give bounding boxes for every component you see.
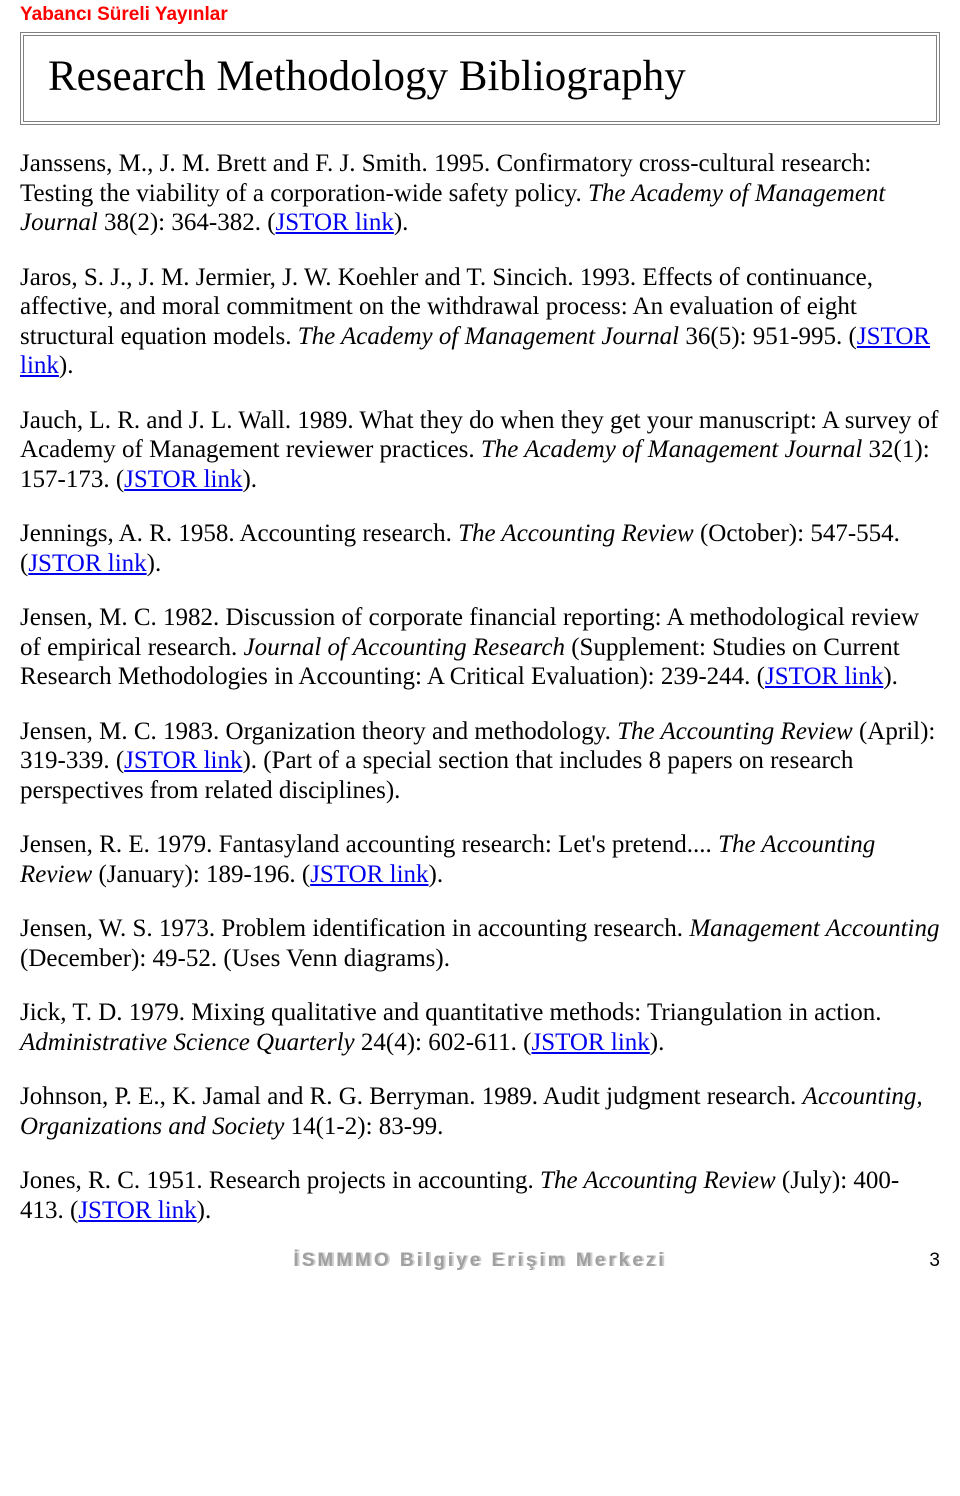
entry-journal: The Accounting Review <box>458 520 694 547</box>
entry-text: Jensen, R. E. 1979. Fantasyland accounti… <box>20 831 718 858</box>
bibliography-entry: Jensen, M. C. 1982. Discussion of corpor… <box>20 603 940 692</box>
bibliography-entry: Jennings, A. R. 1958. Accounting researc… <box>20 519 940 578</box>
page-title: Research Methodology Bibliography <box>48 53 686 100</box>
entry-journal: Journal of Accounting Research <box>244 634 565 661</box>
entry-text: ). <box>147 550 162 577</box>
jstor-link[interactable]: JSTOR link <box>276 209 394 236</box>
bibliography-entry: Jensen, R. E. 1979. Fantasyland accounti… <box>20 830 940 889</box>
bibliography-entry: Jones, R. C. 1951. Research projects in … <box>20 1166 940 1225</box>
entry-journal: The Academy of Management Journal <box>481 436 862 463</box>
jstor-link[interactable]: JSTOR link <box>78 1197 196 1224</box>
entry-text: 14(1-2): 83-99. <box>284 1113 443 1140</box>
bibliography-entry: Jauch, L. R. and J. L. Wall. 1989. What … <box>20 406 940 495</box>
page-header: Yabancı Süreli Yayınlar <box>20 4 940 26</box>
entry-text: (January): 189-196. ( <box>92 861 310 888</box>
bibliography-entry: Jaros, S. J., J. M. Jermier, J. W. Koehl… <box>20 263 940 381</box>
entry-text: Jick, T. D. 1979. Mixing qualitative and… <box>20 999 881 1026</box>
bibliography-entry: Jensen, M. C. 1983. Organization theory … <box>20 717 940 806</box>
entry-text: 38(2): 364-382. ( <box>98 209 276 236</box>
bibliography-entry: Jensen, W. S. 1973. Problem identificati… <box>20 914 940 973</box>
entry-text: ). <box>242 466 257 493</box>
entry-journal: The Accounting Review <box>617 718 853 745</box>
footer-text: İSMMMO Bilgiye Erişim Merkezi <box>20 1250 940 1272</box>
jstor-link[interactable]: JSTOR link <box>531 1029 649 1056</box>
entry-text: ). <box>650 1029 665 1056</box>
entry-text: ). <box>883 663 898 690</box>
entry-journal: Management Accounting <box>689 915 939 942</box>
entry-text: Jensen, W. S. 1973. Problem identificati… <box>20 915 689 942</box>
jstor-link[interactable]: JSTOR link <box>28 550 146 577</box>
entry-journal: Administrative Science Quarterly <box>20 1029 355 1056</box>
bibliography-entry: Janssens, M., J. M. Brett and F. J. Smit… <box>20 149 940 238</box>
jstor-link[interactable]: JSTOR link <box>124 466 242 493</box>
entry-text: ). <box>197 1197 212 1224</box>
jstor-link[interactable]: JSTOR link <box>124 747 242 774</box>
entry-text: Jensen, M. C. 1983. Organization theory … <box>20 718 617 745</box>
entry-journal: The Academy of Management Journal <box>298 323 679 350</box>
jstor-link[interactable]: JSTOR link <box>310 861 428 888</box>
title-box: Research Methodology Bibliography <box>20 32 940 125</box>
page-number: 3 <box>929 1250 940 1272</box>
entry-text: Jones, R. C. 1951. Research projects in … <box>20 1167 540 1194</box>
entry-text: 24(4): 602-611. ( <box>355 1029 532 1056</box>
bibliography-entry: Jick, T. D. 1979. Mixing qualitative and… <box>20 998 940 1057</box>
entry-text: ). <box>59 352 74 379</box>
jstor-link[interactable]: JSTOR link <box>765 663 883 690</box>
entry-text: (December): 49-52. (Uses Venn diagrams). <box>20 945 450 972</box>
bibliography-entry: Johnson, P. E., K. Jamal and R. G. Berry… <box>20 1082 940 1141</box>
entry-text: ). <box>394 209 409 236</box>
entry-text: ). <box>429 861 444 888</box>
entry-text: Jennings, A. R. 1958. Accounting researc… <box>20 520 458 547</box>
entry-journal: The Accounting Review <box>540 1167 776 1194</box>
page-footer: İSMMMO Bilgiye Erişim Merkezi 3 <box>20 1250 940 1272</box>
bibliography-list: Janssens, M., J. M. Brett and F. J. Smit… <box>20 149 940 1225</box>
entry-text: Johnson, P. E., K. Jamal and R. G. Berry… <box>20 1083 803 1110</box>
entry-text: 36(5): 951-995. ( <box>679 323 857 350</box>
